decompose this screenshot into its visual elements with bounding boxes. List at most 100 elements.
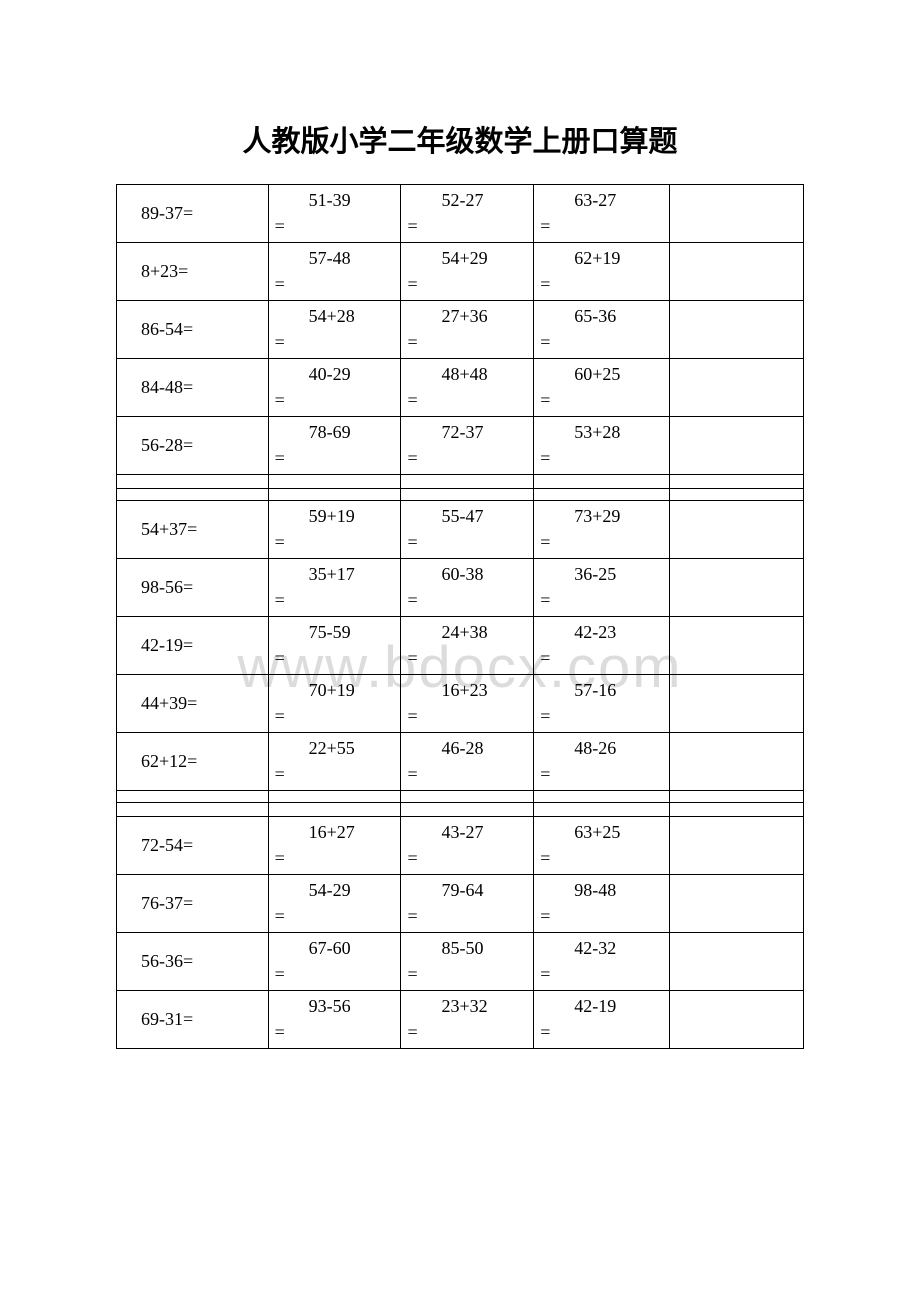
spacer-cell: [534, 489, 669, 501]
problem-cell: 48-26=: [534, 733, 669, 791]
problem-cell: [669, 817, 803, 875]
problem-cell: 42-19=: [117, 617, 269, 675]
problem-cell: [669, 501, 803, 559]
table-row: 84-48=40-29=48+48=60+25=: [117, 359, 804, 417]
problem-cell: 63-27=: [534, 185, 669, 243]
page-container: 人教版小学二年级数学上册口算题 89-37=51-39=52-27=63-27=…: [0, 0, 920, 1049]
problem-cell: 54+29=: [401, 243, 534, 301]
table-row: 42-19=75-59=24+38=42-23=: [117, 617, 804, 675]
spacer-cell: [268, 489, 401, 501]
problem-cell: 53+28=: [534, 417, 669, 475]
spacer-cell: [268, 803, 401, 817]
problem-cell: 42-23=: [534, 617, 669, 675]
problem-cell: 27+36=: [401, 301, 534, 359]
problem-cell: 85-50=: [401, 933, 534, 991]
spacer-cell: [117, 489, 269, 501]
problem-cell: 36-25=: [534, 559, 669, 617]
problem-cell: 48+48=: [401, 359, 534, 417]
page-title: 人教版小学二年级数学上册口算题: [116, 118, 804, 160]
spacer-cell: [117, 791, 269, 803]
spacer-cell: [268, 475, 401, 489]
problem-cell: [669, 559, 803, 617]
table-row: 76-37=54-29=79-64=98-48=: [117, 875, 804, 933]
problem-cell: 52-27=: [401, 185, 534, 243]
problem-cell: 46-28=: [401, 733, 534, 791]
spacer-cell: [401, 791, 534, 803]
problem-cell: 89-37=: [117, 185, 269, 243]
spacer-cell: [401, 489, 534, 501]
spacer-cell: [268, 791, 401, 803]
problem-cell: 59+19=: [268, 501, 401, 559]
problem-cell: [669, 733, 803, 791]
table-row: 56-28=78-69=72-37=53+28=: [117, 417, 804, 475]
problem-cell: 57-16=: [534, 675, 669, 733]
problem-cell: 93-56=: [268, 991, 401, 1049]
problem-cell: 23+32=: [401, 991, 534, 1049]
problem-cell: 70+19=: [268, 675, 401, 733]
spacer-row: [117, 475, 804, 489]
spacer-cell: [669, 489, 803, 501]
spacer-cell: [534, 803, 669, 817]
problem-cell: [669, 185, 803, 243]
spacer-row: [117, 803, 804, 817]
problem-cell: [669, 359, 803, 417]
problem-cell: 57-48=: [268, 243, 401, 301]
table-row: 72-54=16+27=43-27=63+25=: [117, 817, 804, 875]
table-row: 44+39=70+19=16+23=57-16=: [117, 675, 804, 733]
problem-cell: 24+38=: [401, 617, 534, 675]
problem-cell: 86-54=: [117, 301, 269, 359]
problem-cell: 79-64=: [401, 875, 534, 933]
problem-cell: 73+29=: [534, 501, 669, 559]
spacer-cell: [669, 803, 803, 817]
problem-cell: 72-37=: [401, 417, 534, 475]
math-problems-table: 89-37=51-39=52-27=63-27=8+23=57-48=54+29…: [116, 184, 804, 1049]
table-row: 54+37=59+19=55-47=73+29=: [117, 501, 804, 559]
problem-cell: 60+25=: [534, 359, 669, 417]
spacer-cell: [534, 475, 669, 489]
problem-cell: [669, 875, 803, 933]
problem-cell: [669, 933, 803, 991]
spacer-cell: [401, 803, 534, 817]
problem-cell: [669, 301, 803, 359]
problem-cell: 56-36=: [117, 933, 269, 991]
spacer-cell: [117, 803, 269, 817]
problem-cell: 44+39=: [117, 675, 269, 733]
problem-cell: [669, 617, 803, 675]
problem-cell: 40-29=: [268, 359, 401, 417]
problem-cell: [669, 243, 803, 301]
spacer-cell: [669, 475, 803, 489]
spacer-cell: [669, 791, 803, 803]
problem-cell: 51-39=: [268, 185, 401, 243]
problem-cell: 75-59=: [268, 617, 401, 675]
problem-cell: 8+23=: [117, 243, 269, 301]
problem-cell: 55-47=: [401, 501, 534, 559]
problem-cell: 98-56=: [117, 559, 269, 617]
problem-cell: 78-69=: [268, 417, 401, 475]
spacer-cell: [401, 475, 534, 489]
table-row: 86-54=54+28=27+36=65-36=: [117, 301, 804, 359]
problem-cell: 54+28=: [268, 301, 401, 359]
problem-cell: 54+37=: [117, 501, 269, 559]
problem-cell: 35+17=: [268, 559, 401, 617]
problem-cell: 42-32=: [534, 933, 669, 991]
problem-cell: 43-27=: [401, 817, 534, 875]
spacer-cell: [534, 791, 669, 803]
problem-cell: 16+23=: [401, 675, 534, 733]
problem-cell: 22+55=: [268, 733, 401, 791]
problem-cell: 72-54=: [117, 817, 269, 875]
table-row: 89-37=51-39=52-27=63-27=: [117, 185, 804, 243]
problem-cell: 56-28=: [117, 417, 269, 475]
spacer-cell: [117, 475, 269, 489]
problem-cell: [669, 417, 803, 475]
problem-cell: [669, 991, 803, 1049]
problem-cell: 62+12=: [117, 733, 269, 791]
table-row: 69-31=93-56=23+32=42-19=: [117, 991, 804, 1049]
table-row: 56-36=67-60=85-50=42-32=: [117, 933, 804, 991]
problem-cell: 42-19=: [534, 991, 669, 1049]
problem-cell: 60-38=: [401, 559, 534, 617]
spacer-row: [117, 791, 804, 803]
table-row: 98-56=35+17=60-38=36-25=: [117, 559, 804, 617]
table-row: 62+12=22+55=46-28=48-26=: [117, 733, 804, 791]
problem-cell: 76-37=: [117, 875, 269, 933]
problem-cell: 62+19=: [534, 243, 669, 301]
